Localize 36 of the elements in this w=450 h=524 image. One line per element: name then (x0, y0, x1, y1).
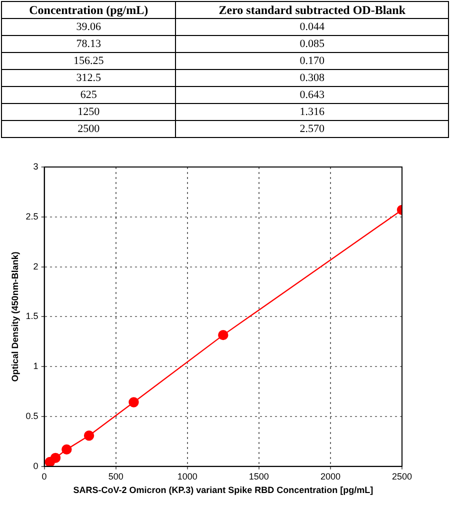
text: 0.643 (176, 86, 448, 104)
y-tick-label: 2.5 (26, 211, 38, 222)
text: 78.13 (2, 36, 176, 52)
point (62, 444, 72, 455)
text: 156.25 (2, 52, 176, 70)
x-tick-label: 2500 (392, 471, 412, 482)
y-tick-label: 0 (33, 460, 38, 471)
x-tick-label: 0 (42, 471, 47, 482)
text: Concentration (pg/mL) (2, 2, 176, 18)
text: 1250 (2, 104, 176, 120)
text: 0.085 (176, 36, 448, 52)
text: 0.308 (176, 70, 448, 86)
point (218, 330, 228, 340)
x-axis-title: SARS-CoV-2 Omicron (KP.3) variant Spike RBD Concentration [pg/mL] (73, 485, 374, 496)
text: 625 (2, 86, 176, 104)
text: 312.5 (2, 70, 176, 86)
x-tick-label: 2000 (320, 471, 340, 482)
y-tick-label: 3 (33, 161, 38, 172)
y-axis-title: Optical Density (450nm-Blank) (10, 252, 20, 382)
x-tick-label: 1500 (248, 471, 269, 482)
y-tick-label: 1.5 (26, 311, 38, 322)
y-tick-label: 1 (33, 361, 38, 372)
x-tick-label: 500 (108, 471, 124, 482)
text: 2.570 (176, 120, 448, 138)
x-tick-label: 1000 (177, 471, 198, 482)
y-tick-label: 0.5 (26, 410, 38, 421)
point (128, 397, 139, 408)
text: 2500 (2, 120, 176, 138)
text: 39.06 (2, 18, 176, 36)
text: Zero standard subtracted OD-Blank (176, 2, 448, 18)
text: 0.044 (176, 18, 448, 36)
point (84, 430, 94, 441)
text: 0.170 (176, 52, 448, 70)
y-tick-label: 2 (33, 261, 38, 272)
point (50, 452, 61, 464)
text: 1.316 (176, 104, 448, 120)
